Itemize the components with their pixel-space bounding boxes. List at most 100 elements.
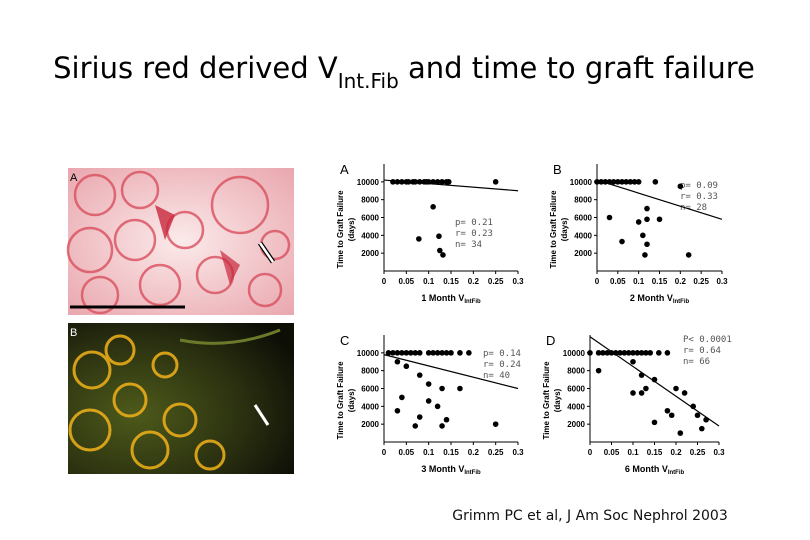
scatter-chart: 2000 4000 6000 8000 10000 0 0.05 0.1 0.15 0.2 0.25… [549, 162, 728, 305]
x-axis-label: 6 Month VIntFib [625, 464, 685, 476]
trend-line [596, 179, 723, 220]
image-label: B [70, 327, 77, 339]
x-tick-label: 0.05 [604, 448, 620, 457]
stat-label: n= 40 [483, 371, 510, 381]
x-axis-label-sub: IntFib [673, 299, 690, 305]
data-point [457, 350, 463, 356]
title-rest: and time to graft failure [399, 51, 755, 85]
data-point [668, 412, 675, 419]
x-tick-label: 0.05 [399, 277, 415, 286]
y-tick-label: 4000 [567, 402, 585, 411]
data-point [394, 350, 401, 356]
x-axis-label-main: 6 Month V [625, 464, 668, 474]
data-point [430, 179, 436, 185]
data-point [625, 350, 632, 356]
y-tick-label: 8000 [361, 196, 379, 205]
data-point [656, 216, 663, 223]
x-tick-label: 0.05 [610, 277, 626, 286]
x-tick-label: 0.15 [443, 448, 459, 457]
y-tick-label: 4000 [361, 402, 379, 411]
data-point [638, 390, 645, 396]
y-tick-label: 4000 [361, 231, 379, 240]
data-point [595, 367, 602, 374]
data-point [635, 179, 642, 185]
data-point [412, 423, 419, 429]
data-point [492, 179, 499, 185]
y-tick-label: 8000 [567, 367, 585, 376]
y-axis-label: (days) [347, 217, 356, 241]
x-tick-label: 0.3 [512, 448, 524, 457]
x-tick-label: 0.15 [652, 277, 668, 286]
data-point [677, 183, 684, 190]
y-tick-label: 2000 [361, 420, 379, 429]
x-tick-label: 0.25 [693, 277, 709, 286]
data-point [634, 350, 641, 356]
stat-label: r= 0.64 [683, 346, 721, 356]
data-point [656, 350, 662, 356]
y-axis-label: Time to Graft Failure [542, 361, 551, 440]
data-point [652, 179, 659, 185]
y-axis-label: Time to Graft Failure [336, 361, 345, 440]
data-point [445, 179, 452, 185]
panel-label: D [546, 333, 555, 348]
y-tick-label: 6000 [361, 385, 379, 394]
data-point [699, 425, 705, 432]
y-tick-label: 10000 [357, 178, 380, 187]
data-point [623, 179, 629, 185]
data-point [642, 252, 648, 258]
panel-label: C [340, 333, 349, 348]
stat-label: p= 0.21 [455, 218, 493, 228]
x-tick-label: 0.15 [647, 448, 663, 457]
data-point [399, 394, 405, 401]
micrograph-b: B [68, 323, 294, 474]
data-point [443, 350, 450, 356]
data-point [627, 179, 634, 185]
image-label: A [70, 172, 78, 184]
data-point [608, 350, 615, 356]
data-point [416, 236, 422, 242]
citation: Grimm PC et al, J Am Soc Nephrol 2003 [452, 508, 727, 524]
data-point [416, 350, 423, 356]
x-axis-label-main: 3 Month V [421, 464, 464, 474]
data-point [412, 179, 419, 185]
data-point [673, 385, 679, 392]
data-point [425, 381, 432, 387]
data-point [651, 376, 658, 383]
data-point [681, 390, 688, 396]
x-tick-label: 0.1 [423, 448, 435, 457]
title-main: Sirius red derived V [53, 51, 338, 85]
data-point [606, 179, 613, 185]
stat-label: p= 0.09 [680, 181, 718, 191]
y-tick-label: 2000 [361, 249, 379, 258]
x-tick-label: 0.05 [399, 448, 415, 457]
panel-label: B [553, 162, 562, 177]
x-tick-label: 0.2 [468, 448, 480, 457]
data-point [448, 350, 454, 356]
data-point [598, 179, 604, 185]
scatter-chart: 2000 4000 6000 8000 10000 0 0.05 0.1 0.15 0.2 0.25… [336, 162, 524, 305]
data-point [439, 350, 445, 356]
data-point [436, 233, 442, 240]
y-tick-label: 8000 [361, 367, 379, 376]
slide-title: Sirius red derived VInt.Fib and time to … [53, 51, 755, 93]
data-point [619, 179, 625, 185]
data-point [604, 350, 610, 356]
data-point [434, 350, 441, 356]
data-point [644, 241, 650, 248]
data-point [635, 219, 642, 225]
y-tick-label: 8000 [574, 196, 592, 205]
x-axis-label-sub: IntFib [668, 470, 685, 476]
data-point [703, 416, 709, 423]
data-point [643, 385, 649, 392]
data-point [630, 350, 636, 356]
y-tick-label: 10000 [563, 349, 586, 358]
data-point [405, 179, 412, 185]
stat-label: n= 66 [683, 357, 710, 367]
x-tick-label: 0.3 [713, 448, 725, 457]
stat-label: r= 0.33 [680, 192, 718, 202]
y-axis-label: (days) [553, 388, 562, 412]
data-point [439, 179, 445, 185]
y-tick-label: 6000 [567, 385, 585, 394]
data-point [425, 179, 432, 185]
data-point [403, 363, 410, 370]
